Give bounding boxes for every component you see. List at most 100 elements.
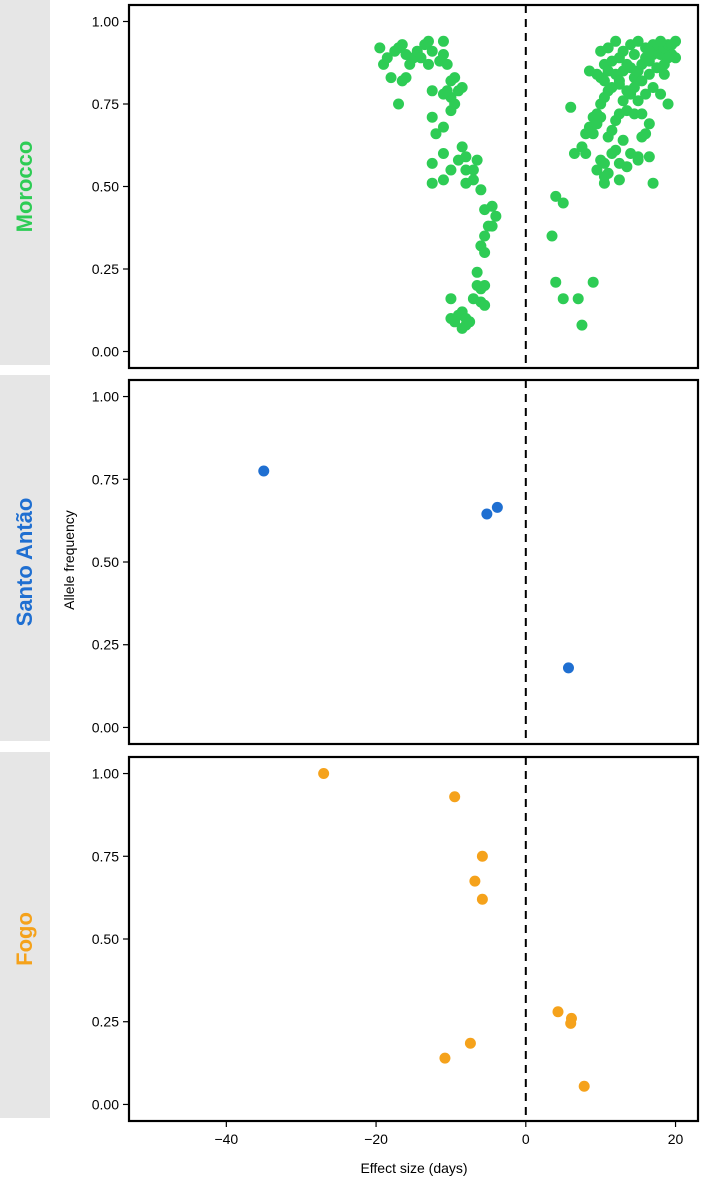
data-point [467,164,479,176]
data-point [651,62,663,74]
data-point [437,174,449,186]
data-point [632,95,644,107]
data-point [381,52,393,64]
data-point [374,42,386,54]
data-point [469,875,481,887]
data-point [647,177,659,189]
data-point [636,75,648,87]
panel-strip [0,752,50,1118]
data-point [385,72,397,84]
data-point [621,161,633,173]
panel-strip [0,0,50,365]
data-point [576,319,588,331]
data-point [437,121,449,133]
data-point [464,316,476,328]
data-point [606,82,618,93]
data-point [449,72,461,84]
data-point [628,49,640,60]
panel-0: Morocco 0.00 0.25 0.50 0.75 1.00 [0,0,700,370]
data-point [460,151,472,163]
panel-label: Fogo [12,912,37,966]
data-point [486,220,498,232]
data-point [415,52,427,64]
panels-layer: Morocco 0.00 0.25 0.50 0.75 1.00 Santo Antão 0.… [0,0,700,1147]
data-point [610,35,622,47]
x-tick-label: 20 [668,1131,684,1147]
data-point [430,128,442,140]
data-point [606,124,618,136]
data-point [445,293,457,305]
data-point [568,148,580,159]
data-point [565,1017,577,1029]
data-point [426,111,438,123]
data-point [449,791,461,803]
data-point [464,1037,476,1049]
data-point [557,197,569,209]
data-point [426,85,438,97]
data-point [437,35,449,47]
data-point [471,266,483,278]
data-point [580,148,592,159]
y-tick-label: 0.00 [92,344,119,360]
y-tick-label: 0.00 [92,719,119,735]
panel-label: Morocco [12,141,37,233]
data-point [490,210,502,222]
data-point [439,1052,451,1064]
data-point [456,82,468,93]
data-point [318,768,330,780]
y-tick-label: 0.50 [92,179,119,195]
data-point [479,280,491,291]
data-point [643,45,655,57]
data-point [595,111,607,123]
data-point [565,101,577,113]
data-point [491,501,503,513]
data-point [486,200,498,212]
y-tick-label: 0.25 [92,1014,119,1030]
data-point [598,75,610,87]
data-point [546,230,558,242]
data-point [598,157,610,169]
data-point [647,82,659,93]
data-point [441,58,453,70]
data-point [602,42,614,54]
data-point [598,171,610,183]
x-tick-label: −40 [214,1131,238,1147]
data-point [426,177,438,189]
panel-strip [0,375,50,741]
data-point [562,662,574,674]
x-tick-label: 0 [522,1131,530,1147]
data-point [393,98,405,110]
data-point [550,190,562,202]
data-point [460,177,472,189]
data-point [632,154,644,166]
y-tick-label: 1.00 [92,389,119,405]
data-point [578,1080,590,1092]
data-point [258,465,270,477]
data-point [426,45,438,57]
data-point [610,144,622,156]
data-point [583,65,595,77]
data-point [617,95,629,107]
panel-frame [127,378,700,746]
panel-frame [127,755,700,1123]
data-point [481,508,493,520]
panel-1: Santo Antão 0.00 0.25 0.50 0.75 1.00 [0,375,700,746]
y-tick-label: 1.00 [92,766,119,782]
y-tick-label: 0.25 [92,637,119,653]
data-point [479,247,491,258]
data-point [426,157,438,169]
data-point [658,68,670,80]
data-point [640,128,652,140]
data-point [621,85,633,97]
data-point [643,68,655,80]
data-point [655,88,667,100]
data-point [422,35,434,47]
data-point [613,52,625,64]
data-point [396,39,408,51]
data-point [476,893,488,905]
data-point [479,299,491,311]
data-point [617,134,629,146]
data-point [636,108,648,120]
data-point [670,52,682,64]
